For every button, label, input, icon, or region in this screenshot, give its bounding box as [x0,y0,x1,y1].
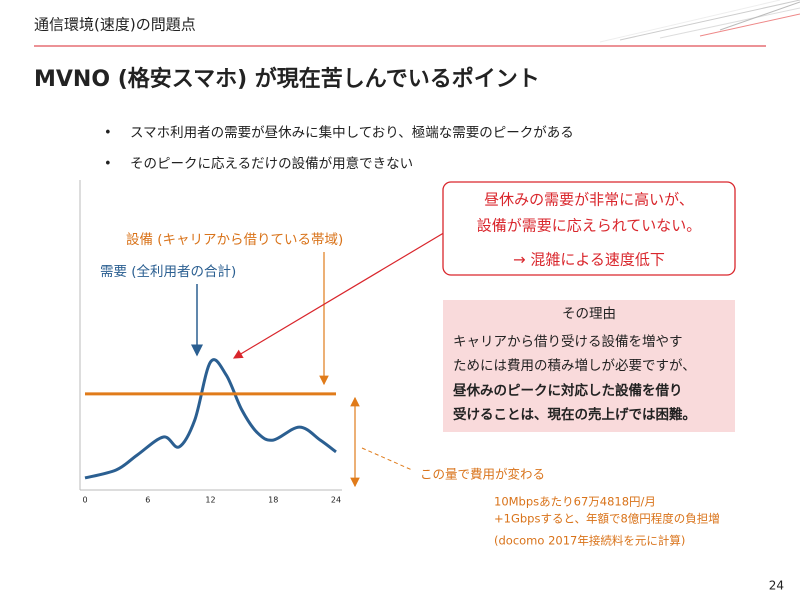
note: 10Mbpsあたり67万4818円/月 [494,495,656,509]
reason-box [443,300,735,432]
callout-arrow [232,227,453,359]
page-number: 24 [769,579,784,593]
reason-text: ためには費用の積み増しが必要ですが、 [453,358,696,374]
callout-text: 設備が需要に応えられていない。 [477,217,702,235]
slide-title: MVNO (格安スマホ) が現在苦しんでいるポイント [34,66,540,92]
x-tick-label: 18 [268,496,278,505]
reason-text: 受けることは、現在の売上げでは困難。 [453,406,696,423]
cost-label: この量で費用が変わる [420,467,545,482]
series-line [84,358,337,480]
demand-label: 需要 (全利用者の合計) [100,263,236,280]
callout-text: 昼休みの需要が非常に高いが、 [484,191,694,209]
decoration [599,0,800,43]
reason-text: キャリアから借り受ける設備を増やす [453,334,683,350]
chart: 0 6 12 18 24 [82,358,341,505]
x-tick-label: 0 [82,496,87,505]
bullet: スマホ利用者の需要が昼休みに集中しており、極端な需要のピークがある [130,125,574,141]
bullet-dot: • [104,157,112,172]
note: +1Gbpsすると、年額で8億円程度の負担増 [494,512,720,526]
supply-label: 設備 (キャリアから借りている帯域) [126,232,343,248]
bullet: そのピークに応えるだけの設備が用意できない [130,155,413,172]
callout-text: → 混雑による速度低下 [513,251,665,269]
dashed-link [361,447,413,471]
note: (docomo 2017年接続料を元に計算) [494,534,685,548]
callout-box [442,181,736,276]
section-title: 通信環境(速度)の問題点 [34,16,196,34]
reason-title: その理由 [562,306,616,322]
x-tick-label: 24 [331,496,341,505]
reason-text: 昼休みのピークに対応した設備を借り [453,382,683,399]
x-tick-label: 6 [145,496,150,505]
x-tick-label: 12 [205,496,215,505]
bullet-dot: • [104,126,112,141]
